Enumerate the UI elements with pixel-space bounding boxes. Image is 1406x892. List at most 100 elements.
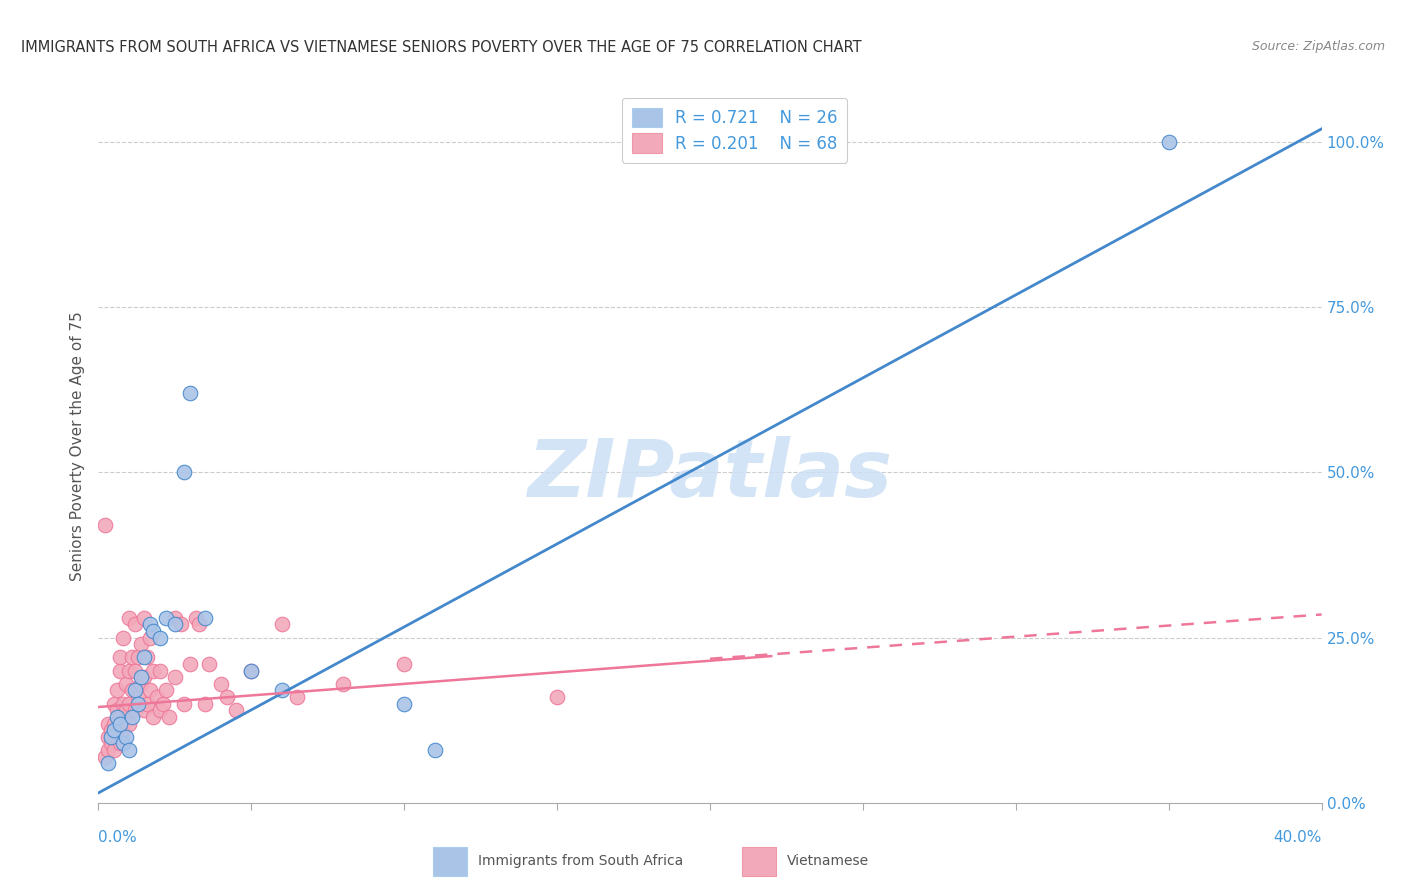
Point [129, 677, 152, 691]
Point [142, 664, 165, 678]
Point [145, 690, 167, 704]
Point [392, 657, 416, 671]
Point [134, 670, 156, 684]
FancyBboxPatch shape [433, 847, 467, 876]
Point [149, 703, 172, 717]
Point [97, 730, 120, 744]
Point [173, 466, 195, 480]
Point [118, 743, 141, 757]
Text: 0.0%: 0.0% [98, 830, 138, 845]
Point [215, 690, 238, 704]
Point [270, 617, 292, 632]
Point [152, 697, 174, 711]
Point [108, 736, 131, 750]
Point [186, 611, 208, 625]
Point [155, 683, 177, 698]
Text: Source: ZipAtlas.com: Source: ZipAtlas.com [1251, 40, 1385, 54]
Point [139, 617, 162, 632]
Point [136, 650, 159, 665]
Point [149, 631, 172, 645]
Text: IMMIGRANTS FROM SOUTH AFRICA VS VIETNAMESE SENIORS POVERTY OVER THE AGE OF 75 CO: IMMIGRANTS FROM SOUTH AFRICA VS VIETNAME… [21, 40, 862, 55]
Point [142, 710, 165, 724]
Point [149, 664, 172, 678]
Point [197, 657, 219, 671]
Point [121, 683, 143, 698]
Point [97, 716, 120, 731]
Point [179, 657, 201, 671]
Point [173, 697, 195, 711]
Point [124, 703, 146, 717]
Point [118, 716, 141, 731]
Y-axis label: Seniors Poverty Over the Age of 75: Seniors Poverty Over the Age of 75 [70, 311, 86, 581]
Point [423, 743, 446, 757]
Point [115, 677, 138, 691]
Point [127, 650, 149, 665]
Text: Immigrants from South Africa: Immigrants from South Africa [478, 854, 683, 868]
Point [111, 723, 134, 738]
Point [194, 697, 217, 711]
Point [103, 697, 125, 711]
Text: ZIPatlas: ZIPatlas [527, 435, 893, 514]
Point [115, 730, 138, 744]
Point [134, 703, 156, 717]
Point [392, 697, 416, 711]
Point [170, 617, 193, 632]
Point [332, 677, 354, 691]
Text: 40.0%: 40.0% [1274, 830, 1322, 845]
Point [105, 683, 128, 698]
Point [163, 617, 186, 632]
Point [97, 756, 120, 771]
Point [134, 650, 156, 665]
Point [118, 664, 141, 678]
Point [103, 743, 125, 757]
Point [188, 617, 211, 632]
Point [97, 743, 120, 757]
Point [121, 710, 143, 724]
Point [108, 710, 131, 724]
Point [121, 650, 143, 665]
Point [142, 624, 165, 638]
Point [209, 677, 232, 691]
Point [129, 670, 152, 684]
Point [270, 683, 292, 698]
Point [194, 611, 217, 625]
Point [225, 703, 247, 717]
Point [105, 703, 128, 717]
Point [163, 670, 186, 684]
Point [136, 697, 159, 711]
Point [111, 736, 134, 750]
Point [157, 710, 180, 724]
Point [108, 664, 131, 678]
Point [100, 723, 122, 738]
Point [118, 611, 141, 625]
Point [240, 664, 263, 678]
Point [105, 730, 128, 744]
Point [155, 611, 177, 625]
Point [103, 716, 125, 731]
Point [240, 664, 263, 678]
Point [115, 703, 138, 717]
Point [127, 697, 149, 711]
Point [118, 697, 141, 711]
Point [546, 690, 568, 704]
Point [105, 710, 128, 724]
Point [124, 617, 146, 632]
Point [127, 690, 149, 704]
Point [1157, 135, 1180, 149]
Point [100, 730, 122, 744]
Point [134, 611, 156, 625]
Point [129, 637, 152, 651]
Point [108, 716, 131, 731]
Point [139, 683, 162, 698]
Point [100, 736, 122, 750]
Point [103, 723, 125, 738]
Point [285, 690, 308, 704]
Point [124, 664, 146, 678]
Point [139, 631, 162, 645]
Point [111, 697, 134, 711]
Point [124, 683, 146, 698]
Point [108, 650, 131, 665]
Point [111, 631, 134, 645]
Point [179, 386, 201, 401]
FancyBboxPatch shape [742, 847, 776, 876]
